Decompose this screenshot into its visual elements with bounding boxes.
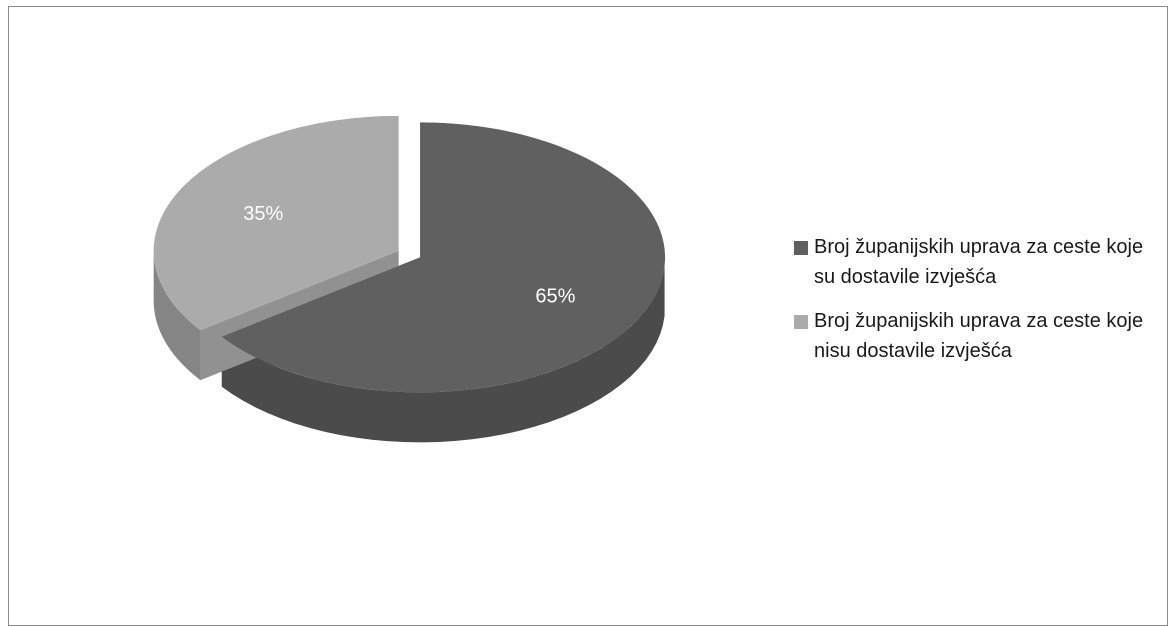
slice-1-rim-0 (153, 251, 201, 381)
pie-chart: 65% 35% (153, 115, 666, 443)
legend-item-submitted: Broj županijskih uprava za ceste koje su… (790, 232, 1160, 292)
legend-swatch-submitted (794, 241, 808, 255)
legend-label-not-submitted: Broj županijskih uprava za ceste koje ni… (814, 310, 1144, 362)
data-label-0: 65% (535, 285, 575, 307)
legend-item-not-submitted: Broj županijskih uprava za ceste koje ni… (790, 306, 1160, 366)
legend-swatch-not-submitted (794, 315, 808, 329)
legend-label-submitted: Broj županijskih uprava za ceste koje su… (814, 236, 1144, 288)
data-label-1: 35% (243, 203, 283, 225)
slice-0-rim-0 (221, 265, 665, 443)
slice-1 (153, 115, 399, 331)
legend: Broj županijskih uprava za ceste koje su… (790, 232, 1160, 380)
slice-0 (221, 122, 666, 393)
